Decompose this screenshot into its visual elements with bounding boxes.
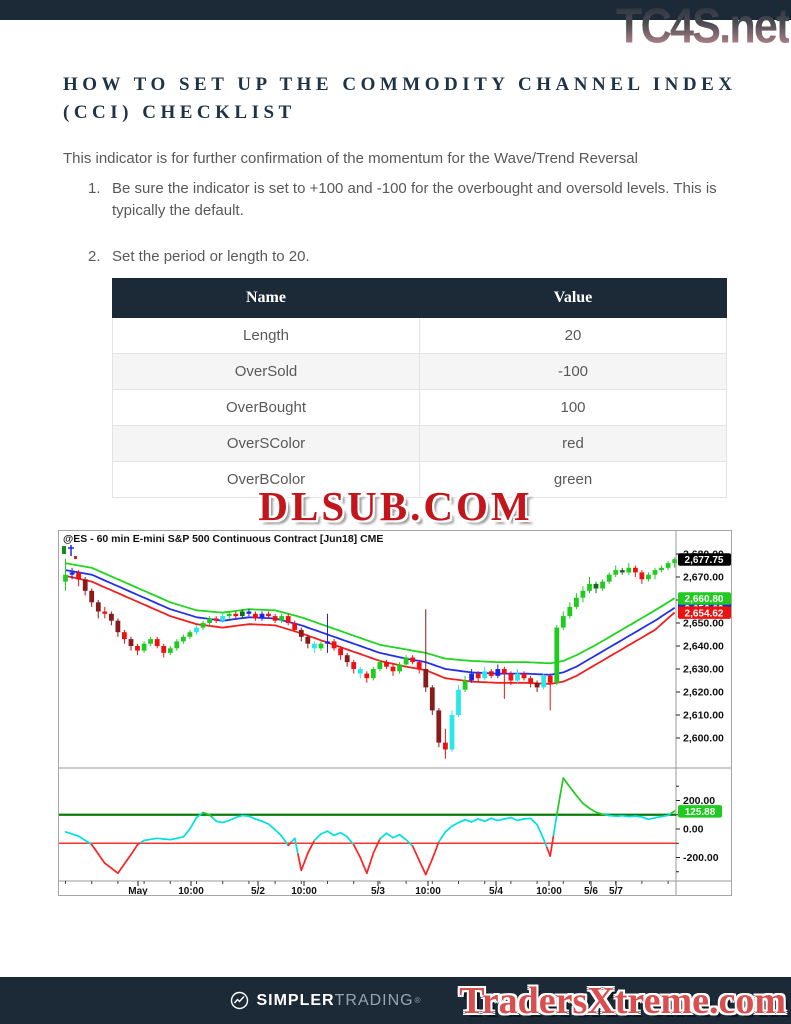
cell-value: red (419, 425, 727, 462)
step-item-1: 1. Be sure the indicator is set to +100 … (88, 178, 718, 222)
svg-text:-200.00: -200.00 (683, 852, 719, 864)
table-header-row: Name Value (112, 278, 727, 318)
svg-text:5/2: 5/2 (251, 886, 265, 895)
brand-trading: TRADING (334, 991, 414, 1009)
cell-name: OverSold (112, 353, 420, 390)
table-row: OverSold -100 (112, 353, 727, 390)
svg-text:2,630.00: 2,630.00 (683, 664, 724, 676)
table-row: Length 20 (112, 317, 727, 354)
column-header-value: Value (419, 278, 727, 318)
svg-text:0.00: 0.00 (683, 824, 704, 836)
svg-text:2,654.62: 2,654.62 (685, 608, 724, 619)
svg-text:2,650.00: 2,650.00 (683, 618, 724, 630)
intro-text: This indicator is for further confirmati… (63, 150, 638, 167)
top-watermark: TC4S.net (616, 0, 791, 54)
svg-text:2,620.00: 2,620.00 (683, 687, 724, 699)
chart-line-circle-icon (230, 991, 249, 1010)
top-bar (0, 0, 791, 20)
svg-text:2,677.75: 2,677.75 (685, 555, 724, 566)
svg-text:5/4: 5/4 (489, 886, 503, 895)
price-chart: 2,680.002,670.002,660.002,650.002,640.00… (58, 530, 732, 897)
svg-text:10:00: 10:00 (415, 886, 441, 895)
footer-bar: SIMPLER TRADING ® (0, 977, 791, 1024)
simpler-trading-logo: SIMPLER TRADING ® (230, 991, 421, 1010)
svg-text:5/7: 5/7 (609, 886, 623, 895)
svg-text:2,600.00: 2,600.00 (683, 733, 724, 745)
registered-mark: ® (414, 996, 421, 1005)
cell-name: Length (112, 317, 420, 354)
page-title: HOW TO SET UP THE COMMODITY CHANNEL INDE… (63, 73, 737, 123)
cell-value: 20 (419, 317, 727, 354)
step-text: Set the period or length to 20. (112, 248, 310, 265)
svg-text:2,670.00: 2,670.00 (683, 572, 724, 584)
svg-text:2,660.80: 2,660.80 (685, 594, 724, 605)
chart-canvas: 2,680.002,670.002,660.002,650.002,640.00… (59, 531, 731, 897)
svg-text:5/3: 5/3 (371, 886, 385, 895)
step-number: 2. (88, 248, 101, 265)
svg-text:2,640.00: 2,640.00 (683, 641, 724, 653)
cell-name: OverSColor (112, 425, 420, 462)
svg-text:10:00: 10:00 (291, 886, 317, 895)
cell-value: 100 (419, 389, 727, 426)
step-text: Be sure the indicator is set to +100 and… (112, 180, 717, 219)
svg-text:2,610.00: 2,610.00 (683, 710, 724, 722)
cell-name: OverBColor (112, 461, 420, 498)
svg-text:@ES - 60 min E-mini S&P 500 C: @ES - 60 min E-mini S&P 500 Continuous C… (63, 533, 383, 545)
settings-table: Name Value Length 20 OverSold -100 OverB… (112, 278, 727, 498)
table-row: OverBColor green (112, 461, 727, 498)
svg-text:10:00: 10:00 (178, 886, 204, 895)
table-row: OverBought 100 (112, 389, 727, 426)
footer-watermark: TradersXtreme.com (459, 980, 786, 1022)
brand-simpler: SIMPLER (256, 991, 335, 1009)
column-header-name: Name (112, 278, 420, 318)
step-number: 1. (88, 180, 101, 197)
table-row: OverSColor red (112, 425, 727, 462)
cell-value: green (419, 461, 727, 498)
svg-text:125.88: 125.88 (685, 807, 716, 818)
cell-value: -100 (419, 353, 727, 390)
svg-text:5/6: 5/6 (584, 886, 598, 895)
step-item-2: 2. Set the period or length to 20. (88, 246, 718, 268)
svg-text:10:00: 10:00 (536, 886, 562, 895)
center-watermark: DLSUB.COM (258, 483, 533, 529)
svg-text:May: May (128, 886, 148, 895)
svg-text:200.00: 200.00 (683, 795, 715, 807)
cell-name: OverBought (112, 389, 420, 426)
